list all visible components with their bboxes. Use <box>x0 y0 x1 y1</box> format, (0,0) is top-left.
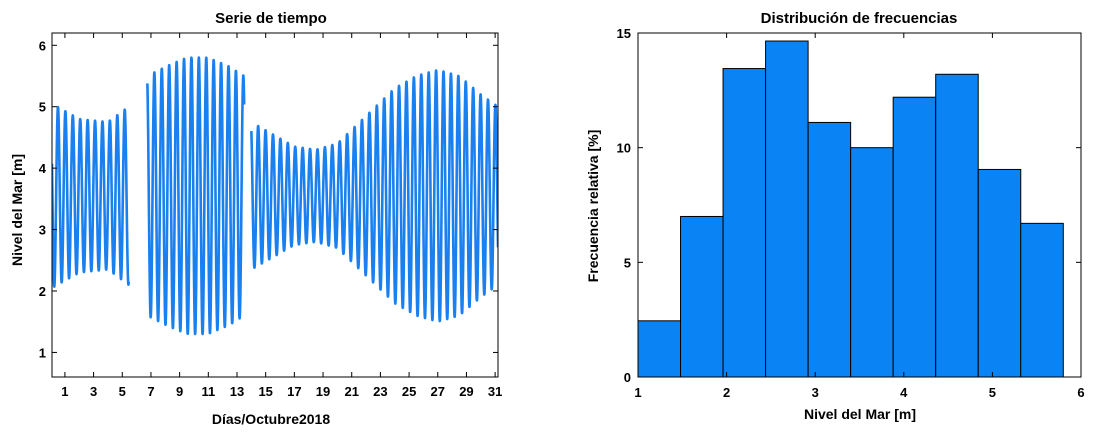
histogram-xlabel: Nivel del Mar [m] <box>804 406 916 422</box>
time-series-title: Serie de tiempo <box>215 10 327 27</box>
time-series-x-ticks: 1 3 5 7 9 11 13 15 17 19 21 23 25 27 29 31 <box>61 33 502 399</box>
y-tick-label: 3 <box>39 223 46 238</box>
x-tick-label: 3 <box>812 385 819 400</box>
y-tick-label: 6 <box>39 38 46 53</box>
x-tick-label: 19 <box>316 384 330 399</box>
x-tick-label: 17 <box>287 384 301 399</box>
x-tick-label: 4 <box>900 385 908 400</box>
time-series-chart: Serie de tiempo Nivel del Mar [m] Días/O… <box>9 10 502 427</box>
x-tick-label: 31 <box>488 384 502 399</box>
x-tick-label: 7 <box>147 384 154 399</box>
histogram-bar <box>765 40 809 378</box>
x-tick-label: 2 <box>723 385 730 400</box>
x-tick-label: 9 <box>176 384 183 399</box>
histogram-bar <box>850 147 894 378</box>
y-tick-label: 1 <box>39 345 46 360</box>
histogram-title: Distribución de frecuencias <box>761 10 958 27</box>
histogram-bar <box>935 73 979 378</box>
x-tick-label: 21 <box>344 384 358 399</box>
histogram-x-ticks: 1 2 3 4 5 6 <box>634 33 1085 400</box>
y-tick-label: 5 <box>39 100 46 115</box>
histogram-frame <box>637 32 1082 378</box>
x-tick-label: 5 <box>989 385 996 400</box>
x-tick-label: 5 <box>119 384 126 399</box>
histogram-bar <box>892 96 937 378</box>
x-tick-label: 23 <box>373 384 387 399</box>
time-series-ylabel: Nivel del Mar [m] <box>9 154 25 266</box>
time-series-y-ticks: 1 2 3 4 5 6 <box>39 38 498 360</box>
x-tick-label: 1 <box>61 384 68 399</box>
histogram-bar <box>680 215 724 378</box>
histogram-ylabel: Frecuencia relativa [%] <box>585 130 601 283</box>
series-line-segment-2 <box>146 56 246 336</box>
x-tick-label: 27 <box>431 384 445 399</box>
series-line-segment-1 <box>52 105 131 288</box>
x-tick-label: 13 <box>230 384 244 399</box>
y-tick-label: 2 <box>39 284 46 299</box>
series-line-segment-3 <box>250 69 498 323</box>
x-tick-label: 6 <box>1077 385 1084 400</box>
histogram-bar <box>637 320 682 378</box>
y-tick-label: 4 <box>39 161 47 176</box>
x-tick-label: 25 <box>402 384 416 399</box>
histogram-plot-area <box>637 32 1082 378</box>
time-series-frame <box>51 32 499 378</box>
histogram-y-ticks: 0 5 10 15 <box>617 26 1081 385</box>
x-tick-label: 11 <box>201 384 215 399</box>
x-tick-label: 1 <box>634 385 641 400</box>
histogram-bar <box>1020 222 1064 378</box>
x-tick-label: 29 <box>459 384 473 399</box>
y-tick-label: 5 <box>624 255 631 270</box>
histogram-chart: Distribución de frecuencias Frecuencia r… <box>585 10 1085 422</box>
tide-series <box>52 56 498 336</box>
time-series-plot-area <box>51 32 499 378</box>
y-tick-label: 10 <box>617 141 631 156</box>
histogram-bar <box>807 121 852 378</box>
x-tick-label: 3 <box>90 384 97 399</box>
y-tick-label: 0 <box>624 370 631 385</box>
time-series-xlabel: Días/Octubre2018 <box>212 411 330 427</box>
histogram-bar <box>722 68 767 378</box>
y-tick-label: 15 <box>617 26 631 41</box>
x-tick-label: 15 <box>258 384 272 399</box>
histogram-bar <box>977 168 1022 378</box>
